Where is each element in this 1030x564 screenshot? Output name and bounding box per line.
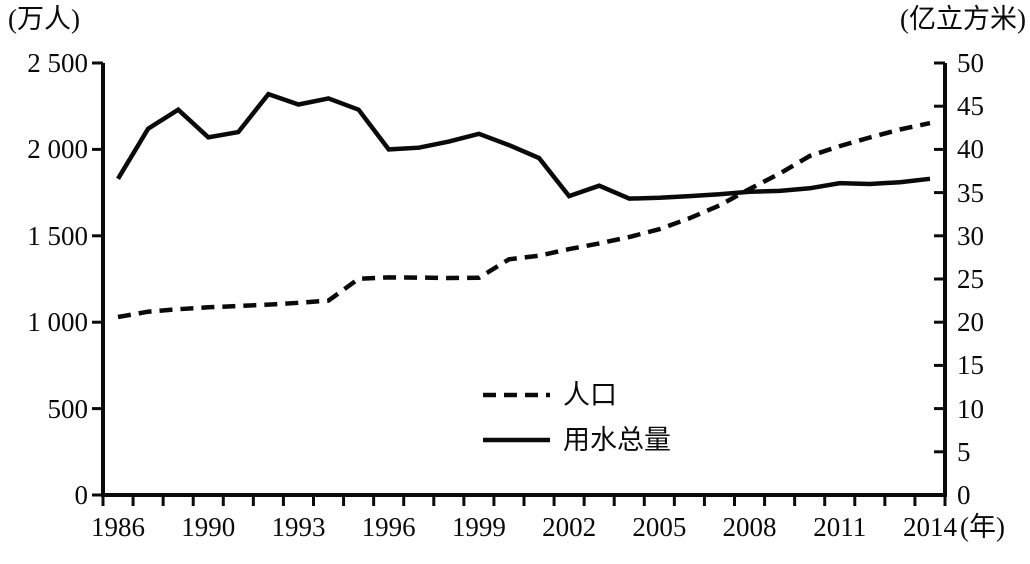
right-axis-tick-label: 30 <box>957 220 984 251</box>
left-axis-tick-label: 0 <box>74 480 89 510</box>
x-tick-label: 1990 <box>181 512 236 542</box>
x-tick-label: 1999 <box>451 512 506 542</box>
legend-item-population: 人口 <box>483 372 671 417</box>
x-tick-label: 1986 <box>91 512 146 542</box>
water-solid-line-sample <box>483 437 550 442</box>
right-axis-tick-label: 5 <box>957 436 971 467</box>
x-axis-unit-label: (年) <box>959 512 1005 542</box>
right-axis-tick-label: 0 <box>957 480 971 510</box>
right-axis-tick-label: 25 <box>957 264 984 294</box>
legend-label-population: 人口 <box>563 379 617 410</box>
population-dashed-line-sample <box>483 392 550 397</box>
left-axis-tick-label: 1 000 <box>27 307 88 338</box>
right-axis-tick-label: 50 <box>957 48 984 78</box>
x-tick-label: 2014 <box>902 512 957 542</box>
left-axis-tick-label: 2 500 <box>27 48 88 78</box>
right-axis-tick-label: 35 <box>957 177 984 208</box>
right-axis-tick-label: 20 <box>957 307 984 338</box>
x-tick-label: 2005 <box>632 512 687 542</box>
x-tick-label: 1996 <box>361 512 416 542</box>
legend-item-water: 用水总量 <box>483 417 671 462</box>
legend-label-water: 用水总量 <box>563 424 671 455</box>
left-axis-tick-label: 500 <box>47 393 89 424</box>
legend: 人口 用水总量 <box>483 372 671 462</box>
x-tick-label: 2008 <box>722 512 777 542</box>
x-tick-label: 2011 <box>813 512 867 542</box>
right-axis-title: (亿立方米) <box>900 4 1026 34</box>
x-tick-label: 1993 <box>271 512 326 542</box>
right-axis-tick-label: 45 <box>957 91 984 122</box>
series-line-water <box>116 91 931 201</box>
right-axis-tick-label: 10 <box>957 393 984 424</box>
x-tick-label: 2002 <box>542 512 597 542</box>
left-axis-tick-label: 1 500 <box>27 220 88 251</box>
right-axis-tick-label: 15 <box>957 350 984 381</box>
left-axis-tick-label: 2 000 <box>27 134 88 165</box>
right-axis-tick-label: 40 <box>957 134 984 165</box>
left-axis-title: (万人) <box>8 4 80 34</box>
series-line-population <box>117 120 931 320</box>
